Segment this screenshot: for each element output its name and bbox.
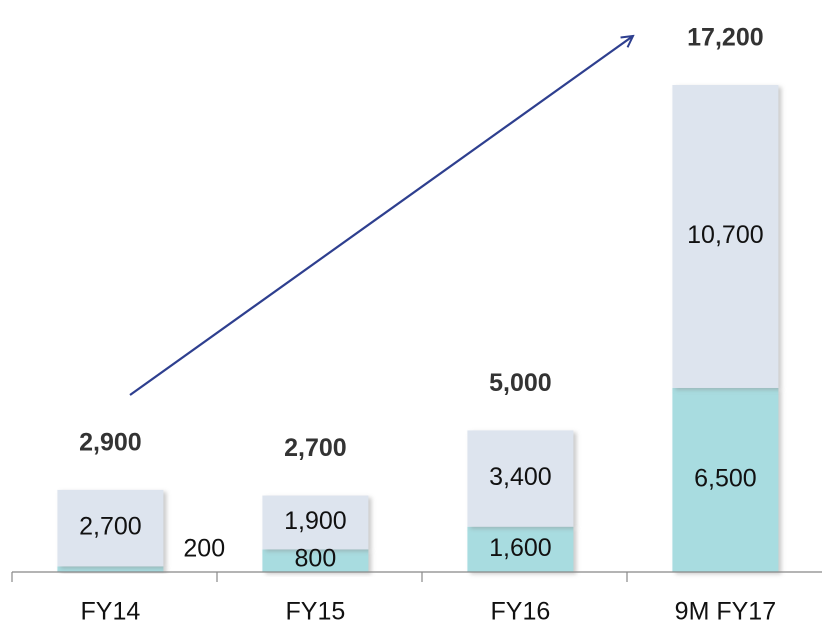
total-label: 5,000 (489, 369, 552, 397)
bar-segment (467, 526, 574, 572)
segment-label: 1,600 (489, 534, 552, 562)
segment-label: 800 (295, 545, 337, 573)
bar-segment (672, 387, 779, 572)
segment-label: 200 (183, 535, 225, 563)
segment-label: 10,700 (687, 221, 763, 249)
total-label: 17,200 (687, 24, 763, 52)
x-tick-label: 9M FY17 (675, 598, 776, 626)
segment-label: 6,500 (694, 465, 757, 493)
bar-segment (672, 85, 779, 388)
x-tick-label: FY14 (81, 598, 141, 626)
total-label: 2,700 (284, 434, 347, 462)
bar-segment (262, 495, 369, 550)
bar-segment (57, 566, 164, 572)
segment-label: 3,400 (489, 463, 552, 491)
segment-label: 1,900 (284, 507, 347, 535)
segment-label: 2,700 (79, 513, 142, 541)
total-label: 2,900 (79, 428, 142, 456)
x-tick-label: FY15 (286, 598, 346, 626)
trend-arrow (129, 36, 633, 396)
bar-segment (57, 489, 164, 567)
x-tick-label: FY16 (491, 598, 551, 626)
bar-segment (262, 549, 369, 572)
bar-segment (467, 430, 574, 527)
